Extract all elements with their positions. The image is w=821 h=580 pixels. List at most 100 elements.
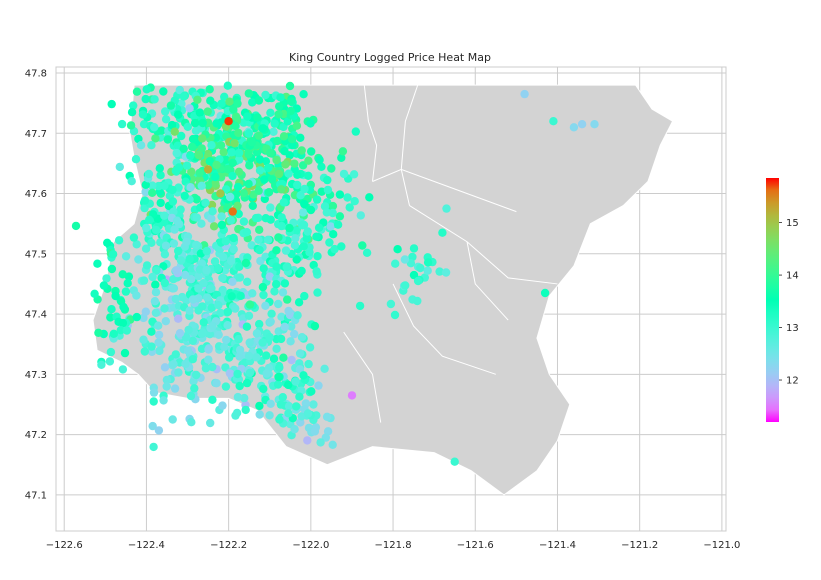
data-point: [121, 287, 131, 296]
data-point: [300, 199, 309, 209]
data-point: [306, 119, 315, 128]
data-point: [151, 225, 161, 235]
data-point: [218, 273, 227, 283]
data-point: [106, 347, 116, 357]
data-point: [147, 141, 156, 150]
data-point: [247, 138, 257, 147]
data-point: [386, 299, 396, 309]
data-point: [221, 155, 231, 164]
data-point: [277, 213, 286, 222]
data-point: [210, 257, 220, 266]
data-point: [154, 330, 164, 340]
data-point: [305, 248, 314, 257]
data-point: [183, 346, 193, 355]
data-point: [438, 228, 447, 237]
data-point: [205, 157, 214, 166]
x-tick-label: −121.4: [539, 540, 576, 551]
data-point: [216, 141, 226, 150]
data-point: [160, 363, 170, 372]
data-point: [148, 421, 157, 431]
data-point: [235, 345, 245, 355]
data-point: [99, 281, 109, 290]
data-point: [203, 165, 213, 174]
data-point: [187, 418, 196, 427]
data-point: [162, 375, 172, 385]
data-point: [255, 166, 265, 175]
data-point: [290, 329, 299, 339]
data-point: [154, 426, 164, 435]
data-point: [141, 244, 151, 253]
data-point: [209, 222, 219, 231]
data-point: [160, 250, 170, 259]
data-point: [186, 391, 196, 401]
data-point: [118, 270, 127, 279]
data-point: [285, 223, 294, 233]
data-point: [195, 108, 205, 117]
data-point: [151, 134, 160, 143]
data-point: [172, 216, 182, 225]
x-axis-ticks: −122.6 −122.4 −122.2 −122.0 −121.8 −121.6 −121…: [46, 540, 741, 551]
data-point: [282, 262, 291, 272]
data-point: [109, 329, 119, 338]
data-point: [181, 359, 190, 369]
data-point: [180, 191, 189, 200]
data-point: [298, 221, 307, 230]
data-point: [178, 292, 187, 302]
data-point: [263, 235, 273, 244]
data-point: [390, 310, 400, 320]
data-point: [97, 360, 106, 369]
x-tick-label: −122.0: [292, 540, 329, 551]
data-point: [317, 162, 326, 171]
data-point: [283, 295, 292, 304]
data-point: [121, 252, 131, 261]
y-tick-label: 47.3: [25, 370, 47, 381]
data-point: [225, 369, 235, 378]
data-point: [131, 155, 141, 164]
data-point: [292, 226, 301, 235]
data-point: [147, 327, 156, 336]
data-point: [540, 288, 550, 298]
data-point: [220, 342, 229, 351]
data-point: [223, 81, 232, 90]
data-point: [111, 291, 120, 301]
data-point: [413, 296, 422, 306]
data-point: [225, 97, 234, 106]
data-point: [188, 355, 197, 364]
data-point: [248, 289, 257, 298]
data-point: [145, 215, 154, 224]
data-point: [212, 119, 221, 128]
data-point: [136, 141, 146, 150]
data-point: [188, 336, 197, 345]
data-point: [272, 280, 281, 289]
data-point: [195, 168, 204, 178]
data-point: [139, 120, 149, 129]
data-point: [217, 212, 226, 221]
data-point: [292, 121, 302, 130]
data-point: [413, 276, 423, 286]
data-point: [273, 380, 283, 389]
data-point: [183, 122, 192, 131]
data-point: [160, 211, 169, 220]
data-point: [232, 408, 242, 418]
data-point: [228, 158, 237, 168]
data-point: [339, 169, 349, 179]
data-point: [159, 396, 168, 405]
data-point: [316, 438, 325, 447]
data-point: [355, 301, 365, 311]
plot-axes: −122.6 −122.4 −122.2 −122.0 −121.8 −121.6 −121…: [25, 66, 741, 551]
data-point: [161, 115, 171, 124]
data-point: [265, 411, 274, 420]
data-point: [188, 295, 198, 304]
data-point: [140, 196, 150, 205]
data-point: [243, 277, 252, 286]
data-point: [276, 334, 286, 344]
data-point: [103, 238, 112, 247]
data-point: [323, 427, 333, 436]
data-point: [337, 153, 346, 162]
data-point: [279, 198, 288, 207]
data-point: [251, 213, 261, 223]
data-point: [393, 245, 402, 254]
data-point: [151, 280, 160, 289]
data-point: [169, 360, 178, 369]
data-point: [270, 119, 279, 128]
